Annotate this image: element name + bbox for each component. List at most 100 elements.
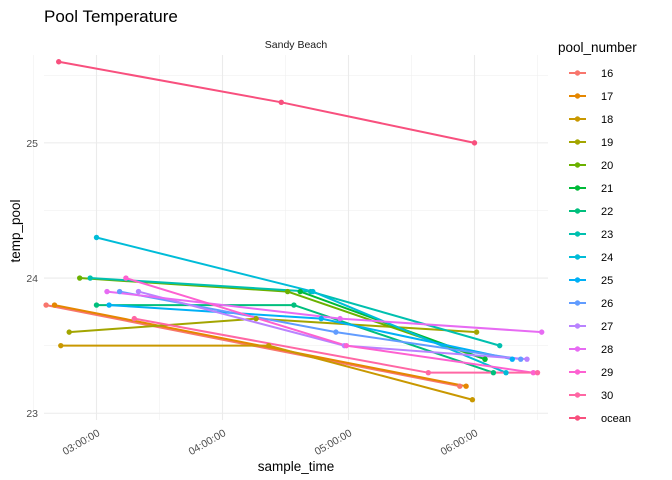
data-point-21 xyxy=(297,288,303,295)
chart-title: Pool Temperature xyxy=(44,7,178,26)
legend-label: 22 xyxy=(601,206,613,218)
legend-label: 28 xyxy=(601,344,613,356)
legend-item-24: 24 xyxy=(569,252,613,264)
data-point-27 xyxy=(135,288,142,295)
data-point-27 xyxy=(524,356,530,362)
legend-item-20: 20 xyxy=(569,160,613,172)
legend-label: 30 xyxy=(601,390,613,402)
legend-key-point xyxy=(574,208,581,214)
data-point-29 xyxy=(343,342,350,349)
data-point-25 xyxy=(318,315,324,322)
data-point-ocean xyxy=(471,140,478,146)
facet-strip-label: Sandy Beach xyxy=(265,39,328,51)
legend-label: 25 xyxy=(601,275,613,287)
legend-item-25: 25 xyxy=(569,275,613,287)
legend-item-16: 16 xyxy=(569,68,613,80)
series-line-22 xyxy=(96,304,494,374)
data-point-24 xyxy=(310,288,316,295)
x-tick-label: 04:00:00 xyxy=(187,427,229,458)
data-point-22 xyxy=(490,369,497,376)
y-tick-label: 24 xyxy=(26,273,38,285)
series-lines xyxy=(45,60,542,401)
legend-key-point xyxy=(574,277,581,283)
legend-item-18: 18 xyxy=(569,114,613,126)
data-point-28 xyxy=(104,288,110,295)
legend-label: 29 xyxy=(601,367,613,379)
data-point-29 xyxy=(123,275,129,281)
data-point-23 xyxy=(87,275,93,281)
legend-item-30: 30 xyxy=(569,390,613,402)
data-point-18 xyxy=(469,397,476,403)
x-axis-title: sample_time xyxy=(258,459,335,474)
legend-label: 16 xyxy=(601,68,613,80)
legend-label: 18 xyxy=(601,114,613,126)
data-point-20 xyxy=(284,288,291,295)
legend-item-28: 28 xyxy=(569,344,613,356)
y-tick-label: 25 xyxy=(26,138,38,150)
legend-label: 21 xyxy=(601,183,613,195)
legend-label: ocean xyxy=(601,413,631,425)
data-point-22 xyxy=(93,302,100,308)
data-point-20 xyxy=(77,275,83,281)
data-point-26 xyxy=(116,288,123,295)
legend-key-point xyxy=(574,70,581,76)
data-point-18 xyxy=(266,342,272,349)
legend-item-26: 26 xyxy=(569,298,613,310)
data-point-ocean xyxy=(56,59,62,65)
data-point-25 xyxy=(106,302,112,308)
legend-item-27: 27 xyxy=(569,321,613,333)
series-line-18 xyxy=(60,344,473,401)
legend-item-17: 17 xyxy=(569,91,613,103)
data-point-19 xyxy=(253,315,259,322)
data-point-17 xyxy=(51,302,58,308)
legend-item-19: 19 xyxy=(569,137,613,149)
legend-item-22: 22 xyxy=(569,206,613,218)
legend-key-point xyxy=(574,93,581,99)
data-point-24 xyxy=(93,234,100,241)
data-point-28 xyxy=(337,315,343,322)
legend-key-point xyxy=(574,139,581,145)
legend-key-point xyxy=(574,231,581,237)
data-point-ocean xyxy=(278,99,284,106)
x-tick-label: 03:00:00 xyxy=(61,427,103,458)
legend-title: pool_number xyxy=(558,40,637,55)
legend-label: 20 xyxy=(601,160,613,172)
x-tick-label: 05:00:00 xyxy=(313,427,355,458)
legend-item-23: 23 xyxy=(569,229,613,241)
legend-key-point xyxy=(574,346,581,352)
legend-key-point xyxy=(574,116,581,122)
series-line-23 xyxy=(90,277,500,347)
data-point-22 xyxy=(291,302,297,308)
y-axis-title: temp_pool xyxy=(8,199,23,262)
legend-item-21: 21 xyxy=(569,183,613,195)
legend-label: 19 xyxy=(601,137,613,149)
data-point-21 xyxy=(482,356,488,362)
legend-key-point xyxy=(574,185,581,191)
legend-label: 24 xyxy=(601,252,613,264)
data-point-24 xyxy=(503,369,509,376)
x-tick-label: 06:00:00 xyxy=(439,427,481,458)
data-point-30 xyxy=(131,315,137,322)
data-point-29 xyxy=(530,369,536,376)
legend-label: 26 xyxy=(601,298,613,310)
series-points xyxy=(43,59,545,403)
data-point-26 xyxy=(518,356,524,362)
data-point-17 xyxy=(463,383,469,389)
data-point-28 xyxy=(539,329,545,335)
legend-key-point xyxy=(574,162,581,168)
legend-key-point xyxy=(574,300,581,306)
data-point-30 xyxy=(425,369,431,376)
data-point-16 xyxy=(43,302,49,308)
legend-label: 17 xyxy=(601,91,613,103)
y-tick-label: 23 xyxy=(26,408,38,420)
data-point-18 xyxy=(58,342,64,349)
data-point-23 xyxy=(497,342,503,349)
legend-key-point xyxy=(574,392,581,398)
x-axis-ticks: 03:00:00 04:00:00 05:00:00 06:00:00 xyxy=(61,427,481,458)
legend-key-point xyxy=(574,369,581,375)
data-point-16 xyxy=(457,383,463,389)
data-point-19 xyxy=(66,329,72,335)
legend-key-point xyxy=(574,254,581,260)
data-point-26 xyxy=(333,329,339,335)
